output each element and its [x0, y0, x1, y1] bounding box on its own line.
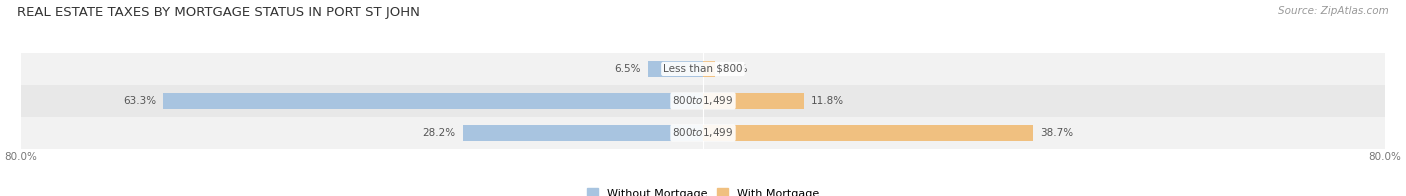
Text: $800 to $1,499: $800 to $1,499: [672, 126, 734, 139]
Legend: Without Mortgage, With Mortgage: Without Mortgage, With Mortgage: [582, 184, 824, 196]
Bar: [703, 61, 714, 77]
Text: 1.4%: 1.4%: [721, 64, 748, 74]
Text: 28.2%: 28.2%: [423, 128, 456, 138]
Text: 6.5%: 6.5%: [614, 64, 641, 74]
Bar: [703, 93, 804, 109]
Text: Source: ZipAtlas.com: Source: ZipAtlas.com: [1278, 6, 1389, 16]
Text: 11.8%: 11.8%: [810, 96, 844, 106]
Bar: [21, 117, 1385, 149]
Bar: [21, 53, 1385, 85]
Text: $800 to $1,499: $800 to $1,499: [672, 94, 734, 107]
Bar: [703, 125, 1033, 141]
Bar: [463, 125, 703, 141]
Text: 63.3%: 63.3%: [124, 96, 156, 106]
Text: REAL ESTATE TAXES BY MORTGAGE STATUS IN PORT ST JOHN: REAL ESTATE TAXES BY MORTGAGE STATUS IN …: [17, 6, 420, 19]
Text: Less than $800: Less than $800: [664, 64, 742, 74]
Text: 38.7%: 38.7%: [1039, 128, 1073, 138]
Bar: [163, 93, 703, 109]
Bar: [648, 61, 703, 77]
Bar: [21, 85, 1385, 117]
